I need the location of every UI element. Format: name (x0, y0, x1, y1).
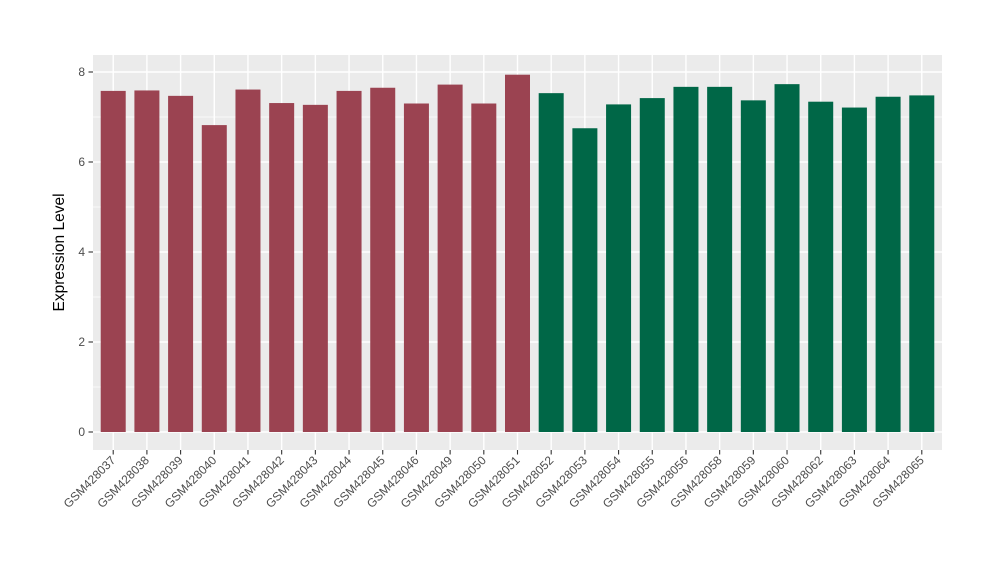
bar-GSM428056 (673, 86, 699, 432)
bar-GSM428054 (606, 104, 632, 433)
bar-GSM428041 (235, 89, 261, 433)
bar-GSM428063 (841, 107, 867, 433)
y-tick-label: 8 (78, 65, 85, 79)
bar-GSM428059 (740, 100, 766, 432)
bar-GSM428051 (505, 74, 530, 432)
bar-GSM428043 (302, 104, 328, 432)
bar-GSM428040 (201, 125, 227, 432)
bar-GSM428039 (168, 95, 194, 432)
bar-GSM428049 (437, 84, 463, 432)
bar-GSM428053 (572, 128, 598, 432)
bar-GSM428050 (471, 103, 497, 432)
bar-GSM428046 (403, 103, 429, 432)
bar-GSM428064 (875, 96, 901, 432)
bar-GSM428060 (774, 84, 800, 433)
bar-GSM428037 (100, 90, 126, 433)
bar-GSM428044 (336, 90, 362, 433)
bar-GSM428052 (538, 93, 564, 433)
y-tick-label: 0 (78, 425, 85, 439)
y-tick-label: 2 (78, 335, 85, 349)
bar-GSM428055 (639, 98, 665, 432)
bar-GSM428065 (909, 95, 935, 433)
bars-group (100, 74, 935, 433)
bar-GSM428042 (269, 103, 295, 433)
y-axis-title: Expression Level (51, 193, 68, 311)
bar-GSM428045 (370, 87, 396, 432)
bar-GSM428038 (134, 90, 160, 432)
y-tick-label: 6 (78, 155, 85, 169)
y-tick-label: 4 (78, 245, 85, 259)
bar-GSM428058 (707, 86, 733, 432)
bar-GSM428062 (808, 101, 834, 432)
